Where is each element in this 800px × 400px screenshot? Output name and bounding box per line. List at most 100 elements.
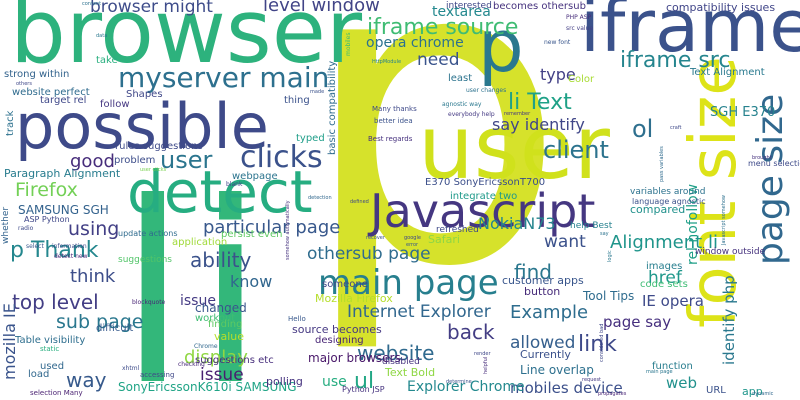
cloud-word-identify-php: identify php	[720, 275, 738, 365]
cloud-word-google: google	[404, 235, 421, 241]
cloud-word-information: information	[52, 243, 87, 250]
cloud-word-table-visibility: Table visibility	[15, 335, 86, 346]
cloud-word-shapes: Shapes	[126, 89, 163, 100]
cloud-word-e370-sonyericssont700: E370 SonyEricssonT700	[425, 177, 546, 188]
cloud-word-url: URL	[706, 385, 726, 396]
cloud-word-website: website	[357, 341, 435, 365]
cloud-word-top-level: top level	[12, 290, 99, 314]
cloud-word-button: button	[524, 285, 561, 298]
cloud-word-better-idea: better idea	[374, 117, 413, 125]
cloud-word-new-font: new font	[544, 39, 571, 46]
cloud-word-changed: changed	[195, 301, 247, 315]
cloud-word-becomes-othersub: becomes othersub	[493, 1, 586, 12]
cloud-word-display: display	[184, 347, 248, 368]
cloud-word-compatibility-issues: compatibility issues	[666, 1, 776, 14]
cloud-word-tool-tips: Tool Tips	[583, 289, 635, 303]
cloud-word-select: select	[26, 243, 44, 250]
cloud-word-polling: polling	[266, 375, 303, 388]
cloud-word-ol: ol	[632, 115, 654, 143]
cloud-word-chrome: Chrome	[194, 343, 218, 350]
cloud-word-take: take	[96, 55, 118, 66]
cloud-word-find: find	[514, 260, 552, 284]
cloud-word-p-thank: p Thank	[10, 238, 99, 263]
cloud-word-data: data	[96, 33, 108, 39]
cloud-word-basic-compatibility: basic compatibility	[327, 60, 338, 155]
cloud-word-source-becomes: source becomes	[292, 323, 382, 336]
cloud-word-mobiles-device: mobiles device	[510, 379, 623, 397]
cloud-word-user-small: user	[160, 146, 213, 174]
cloud-word-browser: browser	[10, 0, 363, 83]
cloud-word-example: Example	[510, 302, 589, 323]
cloud-word-myserver-main: myserver main	[118, 61, 330, 94]
cloud-word-major-browsers: major browsers	[308, 351, 401, 365]
cloud-word-javascript-somehow: Javascript somehow	[721, 194, 727, 245]
cloud-word-good: good	[70, 151, 115, 172]
cloud-word-pass-variables: pass variables	[659, 146, 665, 182]
cloud-word-detect: detect	[127, 158, 313, 226]
cloud-word-othersub-page: othersub page	[307, 244, 431, 264]
cloud-word-craft: craft	[670, 125, 682, 131]
cloud-word-whether: whether	[1, 206, 11, 244]
cloud-word-variables-around: variables around	[630, 187, 706, 197]
cloud-word-accessing: accessing	[140, 371, 175, 379]
cloud-word-track: track	[5, 110, 16, 136]
cloud-word-remember: remember	[504, 111, 531, 117]
cloud-word-client: client	[543, 136, 609, 164]
cloud-word-iframe: iframe	[580, 0, 800, 68]
cloud-word-integrate-two: integrate two	[450, 191, 518, 202]
cloud-word-sgh-e370: SGH E370	[710, 105, 776, 120]
cloud-word-ul: ul	[354, 369, 375, 394]
cloud-word-think: think	[70, 266, 116, 287]
cloud-word-typed: typed	[296, 133, 325, 144]
cloud-word-internet-explorer: Internet Explorer	[347, 302, 491, 322]
cloud-word-main-page-2: main page	[646, 369, 673, 375]
cloud-word-browser-might: browser might	[90, 0, 213, 17]
cloud-word-ability: ability	[190, 248, 252, 272]
cloud-word-menu-selection: menu selection	[748, 159, 800, 168]
cloud-word-update-actions: update actions	[118, 229, 178, 238]
cloud-word-possible: possible	[15, 90, 269, 163]
cloud-word-blank: blank	[226, 181, 243, 188]
cloud-word-mozilla-firefox: Mozilla Firefox	[315, 292, 393, 305]
cloud-word-load: load	[28, 369, 50, 380]
cloud-word-main-page-1: main page	[318, 263, 499, 303]
cloud-word-say: say	[600, 231, 609, 237]
cloud-word-detection: detection	[308, 195, 332, 201]
cloud-word-refreshed: refreshed	[436, 225, 479, 235]
cloud-word-say-identify: say identify	[492, 115, 585, 134]
cloud-word-finding: finding	[208, 319, 243, 330]
cloud-word-href: href	[648, 268, 682, 288]
cloud-word-use: use	[322, 374, 347, 390]
cloud-word-problem: problem	[114, 155, 156, 166]
cloud-word-workout: workout	[195, 313, 236, 324]
cloud-word-p-teal: p	[478, 4, 524, 88]
cloud-word-need: need	[417, 50, 460, 70]
cloud-word-strong-within: strong within	[4, 69, 70, 80]
cloud-word-radio: radio	[18, 225, 34, 232]
cloud-word-selection-many: selection Many	[30, 389, 83, 397]
cloud-word-used: used	[40, 361, 65, 372]
cloud-word-helpful: helpful	[483, 356, 489, 374]
cloud-word-defined: defined	[350, 199, 369, 205]
cloud-word-difficult: difficult	[96, 323, 134, 334]
cloud-word-li: li	[118, 149, 273, 400]
cloud-word-help-best: help Best	[570, 221, 613, 231]
cloud-word-page-say: page say	[603, 313, 672, 331]
cloud-word-someone: someone	[322, 279, 368, 290]
cloud-word-target-rel: target rel	[40, 95, 87, 106]
cloud-word-python-jsp: Python JSP	[342, 385, 385, 394]
cloud-word-user-clicks: user clicks	[140, 167, 167, 173]
cloud-word-agnostic-way: agnostic way	[442, 101, 482, 108]
cloud-word-made: made	[310, 89, 325, 95]
cloud-word-function: function	[652, 361, 693, 372]
cloud-word-src-value: src value	[566, 25, 594, 32]
cloud-word-window-outside: window outside	[695, 247, 766, 257]
cloud-word-li-text: li Text	[508, 90, 572, 115]
cloud-word-javascript: Javascript	[370, 184, 596, 238]
cloud-word-user-changes: user changes	[466, 87, 507, 94]
cloud-word-best-regards: Best regards	[368, 135, 413, 143]
cloud-word-customer-apps: customer apps	[502, 274, 584, 287]
cloud-word-blockquote: blockquote	[132, 299, 166, 306]
cloud-word-link: link	[578, 332, 617, 357]
